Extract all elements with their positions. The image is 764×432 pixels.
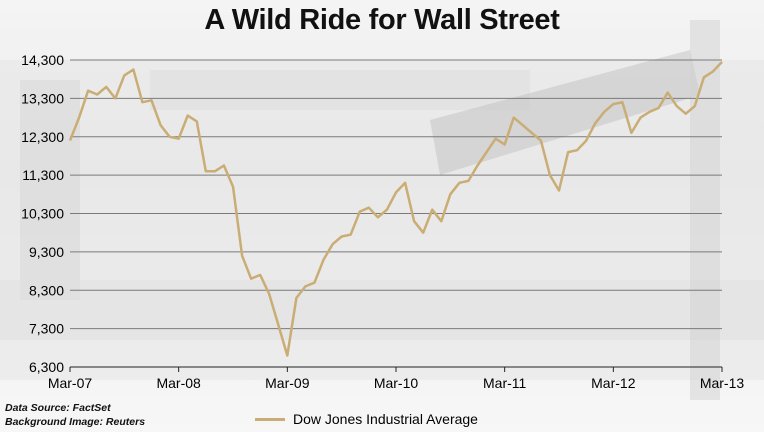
x-tick-label: Mar-09 [265,375,310,391]
y-tick-label: 6,300 [29,359,64,375]
x-tick-label: Mar-12 [591,375,636,391]
legend-swatch [255,417,285,421]
y-tick-label: 12,300 [21,129,64,145]
footnote-background: Background Image: Reuters [5,416,146,428]
y-tick-label: 9,300 [29,244,64,260]
x-tick-label: Mar-07 [48,375,93,391]
y-tick-label: 8,300 [29,282,64,298]
footnotes: Data Source: FactSet Background Image: R… [5,401,145,429]
y-tick-label: 7,300 [29,321,64,337]
y-axis-ticks: 14,300 13,300 12,300 11,300 10,300 9,300 8,300… [21,52,64,375]
x-tick-label: Mar-13 [700,375,745,391]
legend-label: Dow Jones Industrial Average [293,411,478,427]
y-tick-label: 14,300 [21,52,64,68]
legend: Dow Jones Industrial Average [255,410,478,428]
series-line-dow-jones [68,61,723,357]
y-tick-label: 13,300 [21,90,64,106]
chart-title: A Wild Ride for Wall Street [204,4,560,36]
x-tick-label: Mar-11 [483,375,527,391]
x-tick-label: Mar-10 [374,375,419,391]
y-tick-label: 10,300 [21,206,64,222]
x-axis-ticks: Mar-07 Mar-08 Mar-09 Mar-10 Mar-11 Mar-12 Mar-… [48,367,745,391]
footnote-source: Data Source: FactSet [5,402,111,414]
y-tick-label: 11,300 [22,167,64,183]
gridlines [70,59,722,330]
x-tick-label: Mar-08 [156,375,201,391]
